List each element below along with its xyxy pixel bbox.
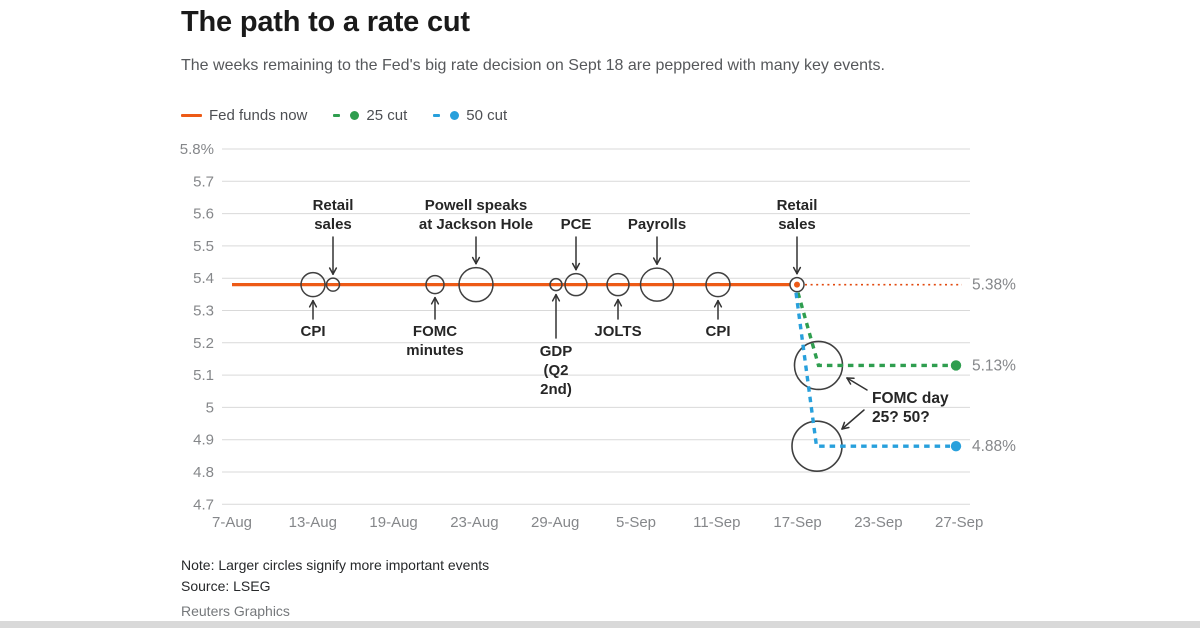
annotation-arrow (471, 236, 481, 265)
annotation-arrow (308, 299, 318, 320)
y-tick-label: 5.1 (193, 367, 214, 384)
event-circle (300, 271, 326, 298)
event-label: Retail (777, 197, 818, 214)
event-circle (639, 267, 675, 302)
annotation-arrow (713, 299, 723, 320)
event-label: at Jackson Hole (419, 216, 533, 233)
scenario-rate-label: 5.13% (972, 357, 1016, 374)
event-circle (458, 266, 494, 303)
bottom-divider (0, 621, 1200, 628)
scenario-end-dot (950, 440, 962, 452)
y-tick-label: 5.7 (193, 173, 214, 190)
y-tick-label: 5.2 (193, 335, 214, 352)
legend-item-50-cut: 50 cut (433, 107, 507, 124)
annotation-arrow (792, 236, 802, 275)
event-label: Retail (313, 197, 354, 214)
event-label: JOLTS (594, 323, 641, 340)
scenario-end-dot (950, 360, 962, 371)
x-tick-label: 13-Aug (289, 514, 337, 531)
event-label: CPI (300, 323, 325, 340)
event-circle (564, 272, 588, 297)
y-tick-label: 5.3 (193, 303, 214, 320)
annotation-arrow (613, 298, 623, 320)
scenario-rate-label: 4.88% (972, 438, 1016, 455)
annotation-arrow (430, 296, 440, 320)
fed-funds-endpoint-dot (794, 281, 800, 288)
event-circle (606, 272, 630, 297)
reuters-graphics-credit: Reuters Graphics (181, 603, 290, 619)
x-tick-label: 27-Sep (935, 514, 983, 531)
event-label: 2nd) (540, 381, 572, 398)
legend-label-fed-funds: Fed funds now (209, 107, 308, 124)
event-label: CPI (705, 323, 730, 340)
annotation-arrow (841, 409, 865, 430)
legend-item-25-cut: 25 cut (333, 107, 407, 124)
x-tick-label: 19-Aug (369, 514, 417, 531)
event-label: FOMC (413, 323, 457, 340)
dot-swatch-icon (450, 111, 460, 120)
chart-subtitle: The weeks remaining to the Fed's big rat… (181, 57, 885, 74)
event-label: sales (314, 216, 352, 233)
event-label: sales (778, 216, 816, 233)
legend: Fed funds now 25 cut 50 cut (181, 107, 507, 124)
y-tick-label: 5.6 (193, 206, 214, 223)
x-tick-label: 11-Sep (693, 514, 740, 531)
x-tick-label: 5-Sep (616, 514, 656, 531)
event-circle (325, 277, 341, 292)
event-label: minutes (406, 342, 464, 359)
event-circle (705, 271, 731, 298)
event-circle (425, 274, 445, 295)
event-label: Payrolls (628, 216, 686, 233)
annotation-arrow (551, 293, 561, 339)
chart-source: Source: LSEG (181, 578, 271, 594)
footnotes: Note: Larger circles signify more import… (181, 555, 489, 597)
annotation-arrow (846, 377, 868, 391)
y-tick-label: 5.4 (193, 270, 214, 287)
legend-item-fed-funds: Fed funds now (181, 107, 307, 124)
y-tick-label: 4.8 (193, 464, 214, 481)
x-tick-label: 23-Sep (854, 514, 902, 531)
annotation-arrow (571, 236, 581, 271)
event-label: PCE (561, 216, 592, 233)
fomc-day-label: FOMC day (872, 390, 949, 407)
chart-title: The path to a rate cut (181, 6, 470, 38)
fed-funds-line-swatch-icon (181, 113, 202, 118)
x-tick-label: 7-Aug (212, 514, 252, 531)
annotation-arrow (652, 236, 662, 265)
event-circle (549, 277, 563, 292)
annotation-arrow (328, 236, 338, 275)
x-tick-label: 17-Sep (773, 514, 821, 531)
y-tick-label: 5 (206, 399, 214, 416)
x-tick-label: 23-Aug (450, 514, 498, 531)
scenario-path-25-cut (796, 292, 950, 368)
scenario-path-50-cut (794, 292, 950, 448)
x-tick-label: 29-Aug (531, 514, 579, 531)
legend-label-25-cut: 25 cut (366, 107, 408, 124)
event-label: (Q2 (543, 362, 568, 379)
y-tick-label: 4.7 (193, 496, 214, 513)
chart-note: Note: Larger circles signify more import… (181, 557, 490, 573)
event-label: Powell speaks (425, 197, 528, 214)
now-rate-label: 5.38% (972, 277, 1016, 294)
event-label: GDP (540, 343, 573, 360)
y-tick-label: 5.8% (180, 141, 214, 158)
dot-swatch-icon (350, 111, 360, 120)
y-tick-label: 4.9 (193, 432, 214, 449)
fomc-day-label: 25? 50? (872, 409, 930, 426)
dash-swatch-icon (333, 113, 341, 118)
y-tick-label: 5.5 (193, 238, 214, 255)
legend-label-50-cut: 50 cut (466, 107, 508, 124)
dash-swatch-icon (433, 113, 441, 118)
